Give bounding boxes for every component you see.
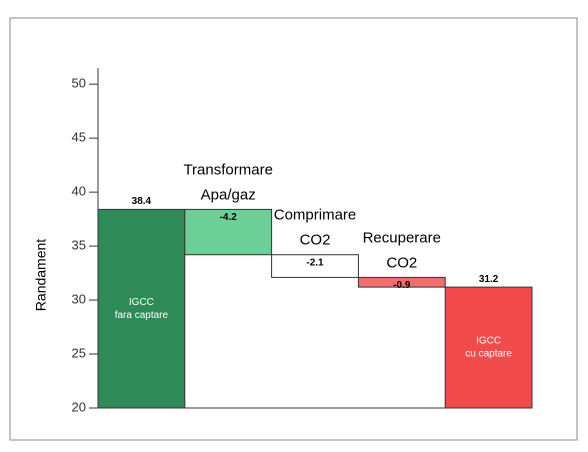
category-label: Comprimare [274, 207, 357, 224]
y-tick-label: 50 [72, 76, 86, 91]
category-label: Recuperare [363, 229, 441, 246]
bar [97, 208, 186, 409]
bar [444, 286, 533, 409]
y-tick-label: 35 [72, 238, 86, 253]
bar [357, 276, 446, 288]
y-tick-label: 25 [72, 345, 86, 360]
value-label: -2.1 [306, 257, 324, 268]
bar [271, 254, 359, 278]
y-tick-label: 45 [72, 130, 86, 145]
y-tick-label: 30 [72, 292, 86, 307]
category-label: CO2 [300, 232, 331, 249]
value-label: -4.2 [220, 212, 238, 223]
value-label: 38.4 [132, 196, 152, 207]
value-label: 31.2 [479, 274, 499, 285]
y-tick-label: 40 [72, 184, 86, 199]
bar-label: IGCC [129, 297, 154, 308]
bar-label: fara captare [115, 310, 169, 321]
category-label: Apa/gaz [201, 186, 256, 203]
bar [184, 208, 273, 256]
y-axis-label: Randament [33, 239, 49, 311]
value-label: -0.9 [393, 280, 411, 291]
y-tick-label: 20 [72, 399, 86, 414]
category-label: CO2 [386, 254, 417, 271]
bar-label: cu captare [465, 349, 512, 360]
category-label: Transformare [183, 161, 272, 178]
bar-label: IGCC [476, 336, 501, 347]
